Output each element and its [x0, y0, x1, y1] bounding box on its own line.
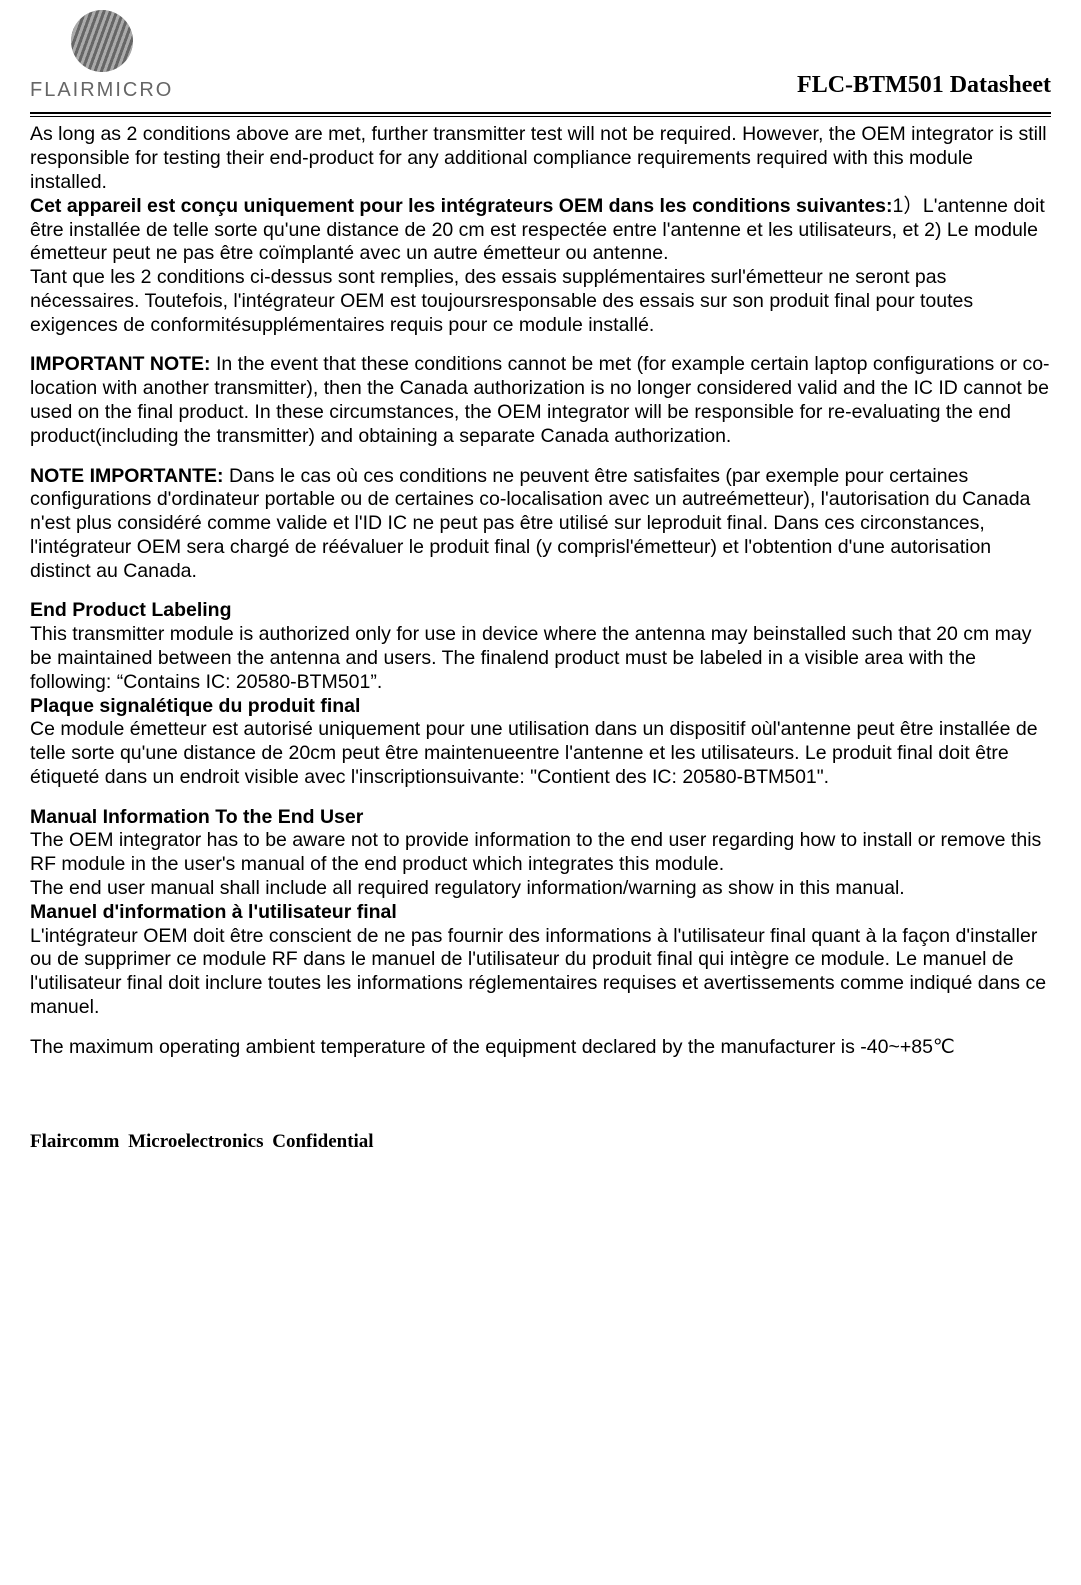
para-plaque-signaletique: Ce module émetteur est autorisé uniqueme… — [30, 718, 1051, 789]
para-important-note-fr: NOTE IMPORTANTE: Dans le cas où ces cond… — [30, 465, 1051, 584]
heading-manual-info-fr: Manuel d'information à l'utilisateur fin… — [30, 901, 1051, 925]
page-header: FLAIRMICRO FLC-BTM501 Datasheet — [30, 10, 1051, 108]
para-conditions-en: As long as 2 conditions above are met, f… — [30, 123, 1051, 194]
heading-plaque-signaletique: Plaque signalétique du produit final — [30, 695, 1051, 719]
logo-block: FLAIRMICRO — [30, 10, 173, 102]
header-rule — [30, 112, 1051, 117]
para-max-temp: The maximum operating ambient temperatur… — [30, 1036, 1051, 1060]
logo-icon — [71, 10, 133, 72]
page-footer: Flaircomm Microelectronics Confidential — [30, 1130, 1051, 1153]
note-importante-label: NOTE IMPORTANTE: — [30, 465, 229, 487]
heading-end-product-labeling: End Product Labeling — [30, 599, 1051, 623]
para-important-note-en: IMPORTANT NOTE: In the event that these … — [30, 353, 1051, 448]
logo-text: FLAIRMICRO — [30, 78, 173, 102]
para-manual-info-en-1: The OEM integrator has to be aware not t… — [30, 829, 1051, 877]
heading-manual-info-en: Manual Information To the End User — [30, 806, 1051, 830]
document-title: FLC-BTM501 Datasheet — [797, 71, 1051, 102]
para-conditions-fr-2: Tant que les 2 conditions ci-dessus sont… — [30, 266, 1051, 337]
document-body: As long as 2 conditions above are met, f… — [30, 123, 1051, 1059]
para-manual-info-en-2: The end user manual shall include all re… — [30, 877, 1051, 901]
para-conditions-fr-lead: Cet appareil est conçu uniquement pour l… — [30, 195, 893, 217]
para-conditions-fr: Cet appareil est conçu uniquement pour l… — [30, 195, 1051, 266]
para-end-product-labeling: This transmitter module is authorized on… — [30, 623, 1051, 694]
important-note-label: IMPORTANT NOTE: — [30, 353, 216, 375]
para-manual-info-fr: L'intégrateur OEM doit être conscient de… — [30, 925, 1051, 1020]
